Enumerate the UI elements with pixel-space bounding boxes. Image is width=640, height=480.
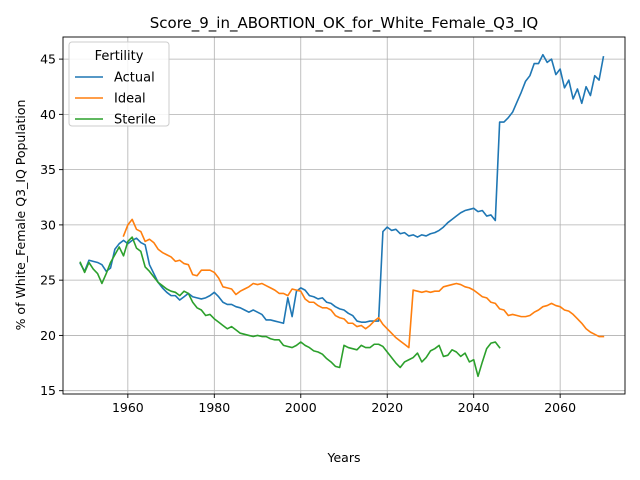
- legend-entries: Actual Ideal Sterile: [75, 71, 156, 128]
- x-tick-label: 2060: [544, 400, 576, 415]
- plot-area-frame: [62, 36, 626, 395]
- y-tick-label: 25: [40, 273, 56, 288]
- x-tick-label: 2040: [458, 400, 490, 415]
- y-tick-label: 30: [40, 217, 56, 232]
- series-line-actual: [79, 53, 605, 325]
- legend-label-ideal: Ideal: [114, 92, 146, 107]
- y-tick-label: 20: [40, 328, 56, 343]
- legend: Fertility Actual Ideal Sterile: [68, 41, 170, 128]
- series-line-sterile: [79, 236, 501, 378]
- x-tick-label: 2000: [285, 400, 317, 415]
- series-line-ideal: [122, 218, 605, 349]
- y-tick-label: 15: [40, 383, 56, 398]
- y-tick-label: 45: [40, 52, 56, 67]
- y-tick-label: 35: [40, 162, 56, 177]
- y-axis-ticks: 15 20 25 30 35 40 45: [40, 52, 63, 398]
- x-axis-ticks: 1960 1980 2000 2020 2040 2060: [112, 394, 576, 415]
- x-axis-label: Years: [327, 450, 361, 465]
- chart-title: Score_9_in_ABORTION_OK_for_White_Female_…: [150, 14, 538, 33]
- legend-label-actual: Actual: [114, 71, 155, 86]
- series-lines: [79, 53, 605, 378]
- legend-label-sterile: Sterile: [114, 113, 156, 128]
- y-tick-label: 40: [40, 107, 56, 122]
- x-tick-label: 1960: [112, 400, 144, 415]
- y-axis-label: % of White_Female Q3_IQ Population: [13, 100, 28, 331]
- x-tick-label: 1980: [198, 400, 230, 415]
- legend-title: Fertility: [95, 49, 144, 64]
- x-tick-label: 2020: [371, 400, 403, 415]
- legend-box: [68, 41, 170, 127]
